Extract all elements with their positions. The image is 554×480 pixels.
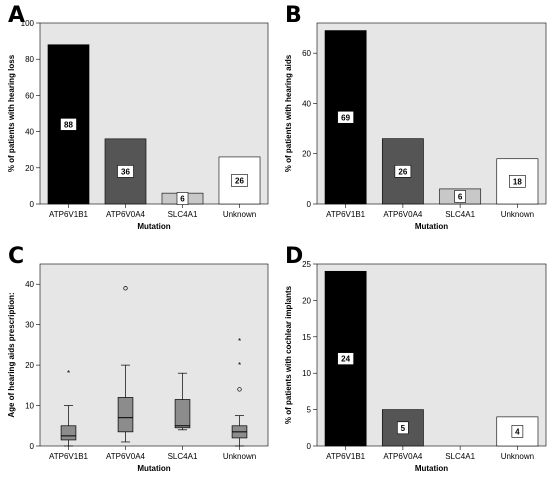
y-tick-label-c: 10 (25, 402, 34, 411)
panel-letter-d: D (285, 244, 303, 269)
data-label-box-b (509, 175, 526, 188)
x-tick-label-a: ATP6V1B1 (49, 210, 89, 219)
x-axis-title-b: Mutation (415, 222, 448, 231)
data-label-box-b (394, 165, 412, 178)
y-tick-label-b: 0 (307, 200, 312, 209)
y-tick-label-d: 10 (302, 369, 311, 378)
x-tick-label-d: SLC4A1 (445, 452, 475, 461)
y-axis-title-b: % of patients with hearing aids (284, 54, 293, 172)
panel-letter-a: A (8, 3, 25, 28)
data-label-a: 88 (64, 120, 73, 129)
x-axis-title-a: Mutation (137, 222, 170, 231)
data-label-d: 5 (401, 424, 406, 433)
x-axis-title-c: Mutation (137, 464, 170, 473)
y-tick-label-b: 60 (302, 49, 311, 58)
x-tick-label-a: Unknown (223, 210, 256, 219)
box-c (174, 399, 191, 429)
bar-d (381, 409, 424, 447)
y-tick-label-d: 15 (302, 333, 311, 342)
x-tick-label-d: ATP6V1B1 (326, 452, 366, 461)
box-c (60, 425, 77, 441)
y-tick-label-c: 30 (25, 321, 34, 330)
y-tick-label-c: 40 (25, 280, 34, 289)
x-tick-label-c: ATP6V1B1 (49, 452, 89, 461)
x-tick-label-c: Unknown (223, 452, 256, 461)
extreme-point-c: * (238, 361, 241, 370)
data-label-d: 24 (341, 355, 350, 364)
panel-letter-c: C (8, 244, 24, 269)
x-tick-label-b: ATP6V0A4 (383, 210, 423, 219)
x-tick-label-b: Unknown (501, 210, 534, 219)
x-axis-title-d: Mutation (415, 464, 448, 473)
y-tick-label-b: 40 (302, 99, 311, 108)
x-tick-label-b: SLC4A1 (445, 210, 475, 219)
data-label-box-d (511, 425, 524, 438)
data-label-a: 26 (235, 176, 244, 185)
data-label-box-b (337, 110, 354, 124)
extreme-point-c: * (67, 369, 70, 378)
data-label-b: 26 (398, 167, 407, 176)
y-tick-label-a: 0 (30, 200, 35, 209)
y-tick-label-c: 0 (30, 442, 35, 451)
data-label-b: 69 (341, 113, 350, 122)
data-label-b: 6 (458, 192, 463, 201)
y-tick-label-a: 60 (25, 91, 34, 100)
x-tick-label-d: Unknown (501, 452, 534, 461)
box-c (117, 397, 134, 433)
x-tick-label-a: SLC4A1 (168, 210, 198, 219)
y-tick-label-b: 20 (302, 150, 311, 159)
y-tick-label-a: 80 (25, 55, 34, 64)
data-label-box-d (397, 421, 409, 435)
y-tick-label-d: 5 (307, 406, 312, 415)
data-label-box-a (231, 174, 248, 187)
data-label-box-a (176, 192, 189, 205)
plot-area-c (39, 263, 269, 447)
x-tick-label-d: ATP6V0A4 (383, 452, 423, 461)
outlier-point-c (237, 387, 242, 392)
data-label-box-a (60, 118, 77, 131)
data-label-a: 6 (180, 195, 185, 204)
data-label-box-a (117, 165, 134, 178)
data-label-b: 18 (513, 177, 522, 186)
y-tick-label-a: 100 (21, 19, 35, 28)
panel-letter-b: B (285, 3, 302, 28)
x-tick-label-c: SLC4A1 (168, 452, 198, 461)
y-axis-title-d: % of patients with cochlear implants (284, 285, 293, 424)
data-label-box-d (337, 352, 354, 365)
y-axis-title-c: Age of hearing aids prescription: (7, 292, 16, 417)
y-tick-label-a: 40 (25, 128, 34, 137)
y-tick-label-d: 25 (302, 260, 311, 269)
data-label-box-b (454, 190, 466, 203)
data-label-a: 36 (121, 167, 130, 176)
y-tick-label-c: 20 (25, 361, 34, 370)
x-tick-label-a: ATP6V0A4 (106, 210, 146, 219)
x-tick-label-c: ATP6V0A4 (106, 452, 146, 461)
y-tick-label-d: 20 (302, 296, 311, 305)
y-axis-title-a: % of patients with hearing loss (7, 54, 16, 172)
data-label-d: 4 (515, 427, 520, 436)
outlier-point-c (123, 286, 128, 291)
x-tick-label-b: ATP6V1B1 (326, 210, 366, 219)
extreme-point-c: * (238, 337, 241, 346)
y-tick-label-d: 0 (307, 442, 312, 451)
y-tick-label-a: 20 (25, 164, 34, 173)
